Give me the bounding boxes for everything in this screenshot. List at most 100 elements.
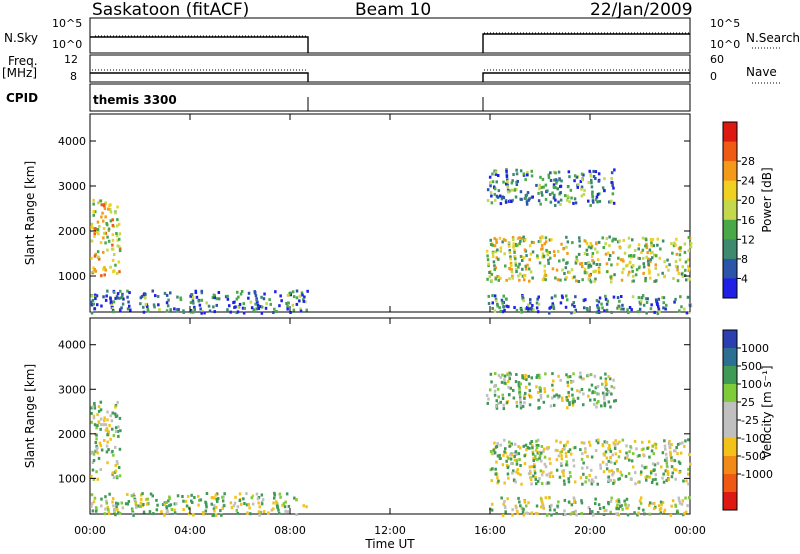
- echo-cell: [515, 400, 518, 404]
- echo-cell: [91, 405, 95, 409]
- echo-cell: [255, 298, 258, 302]
- echo-cell: [567, 394, 571, 398]
- echo-cell: [634, 249, 637, 252]
- echo-cell: [552, 196, 556, 200]
- echo-cell: [595, 401, 599, 405]
- echo-cell: [240, 290, 244, 293]
- echo-cell: [493, 294, 497, 298]
- echo-cell: [576, 389, 579, 393]
- echo-cell: [517, 381, 521, 385]
- echo-cell: [627, 311, 630, 315]
- echo-cell: [631, 295, 635, 299]
- echo-cell: [103, 416, 106, 420]
- echo-cell: [191, 299, 195, 303]
- echo-cell: [529, 252, 533, 256]
- echo-cell: [583, 252, 587, 256]
- echo-cell: [90, 474, 93, 478]
- echo-cell: [608, 254, 612, 257]
- echo-cell: [99, 408, 103, 412]
- echo-cell: [540, 186, 543, 189]
- echo-cell: [94, 269, 98, 273]
- echo-cell: [536, 451, 540, 455]
- echo-cell: [187, 512, 191, 516]
- echo-cell: [140, 493, 143, 497]
- echo-cell: [245, 503, 249, 507]
- echo-cell: [504, 297, 508, 301]
- echo-cell: [493, 244, 497, 248]
- echo-cell: [653, 310, 656, 314]
- echo-cell: [524, 307, 528, 311]
- echo-cell: [504, 264, 507, 268]
- echo-cell: [615, 512, 618, 516]
- echo-cell: [199, 498, 203, 502]
- echo-cell: [539, 396, 543, 400]
- echo-cell: [90, 411, 93, 415]
- echo-cell: [194, 289, 197, 293]
- echo-cell: [657, 273, 660, 277]
- echo-cell: [96, 303, 99, 307]
- echo-cell: [679, 249, 682, 253]
- echo-cell: [594, 386, 598, 390]
- colorbar-swatch: [723, 219, 737, 240]
- echo-cell: [687, 482, 690, 486]
- echo-cell: [558, 178, 561, 182]
- echo-cell: [238, 492, 242, 496]
- echo-cell: [676, 279, 680, 283]
- echo-cell: [576, 396, 580, 400]
- echo-cell: [577, 252, 581, 256]
- echo-cell: [583, 441, 586, 445]
- echo-cell: [538, 454, 542, 458]
- echo-cell: [509, 386, 512, 390]
- echo-cell: [683, 511, 686, 515]
- echo-cell: [100, 497, 103, 501]
- echo-cell: [581, 452, 584, 456]
- echo-cell: [551, 191, 554, 195]
- echo-cell: [658, 508, 662, 511]
- echo-cell: [511, 198, 514, 202]
- echo-cell: [506, 380, 510, 383]
- echo-cell: [493, 192, 496, 196]
- echo-cell: [594, 198, 598, 202]
- echo-cell: [100, 304, 103, 308]
- echo-cell: [674, 264, 678, 268]
- echo-cell: [494, 170, 498, 174]
- echo-cell: [547, 173, 550, 177]
- echo-cell: [504, 506, 507, 510]
- echo-cell: [522, 513, 526, 517]
- echo-cell: [663, 275, 666, 279]
- echo-cell: [539, 393, 543, 397]
- echo-cell: [107, 207, 110, 211]
- echo-cell: [496, 257, 500, 261]
- echo-cell: [571, 393, 574, 397]
- echo-cell: [646, 297, 649, 301]
- echo-cell: [589, 264, 593, 268]
- echo-cell: [587, 394, 590, 398]
- echo-cell: [115, 460, 119, 463]
- echo-cell: [531, 195, 534, 199]
- echo-cell: [239, 292, 243, 296]
- echo-cell: [531, 444, 534, 448]
- echo-cell: [592, 270, 595, 274]
- echo-cell: [96, 451, 99, 455]
- echo-cell: [564, 305, 568, 309]
- echo-cell: [226, 308, 229, 312]
- echo-cell: [564, 266, 568, 270]
- echo-cell: [587, 506, 591, 510]
- echo-cell: [212, 507, 216, 511]
- echo-cell: [492, 260, 496, 264]
- echo-cell: [538, 456, 541, 460]
- echo-cell: [676, 452, 679, 456]
- echo-cell: [662, 480, 666, 484]
- echo-cell: [176, 494, 180, 498]
- echo-cell: [679, 451, 683, 455]
- echo-cell: [670, 458, 673, 462]
- echo-cell: [538, 261, 542, 265]
- echo-cell: [295, 302, 299, 306]
- echo-cell: [583, 188, 586, 192]
- echo-cell: [617, 507, 620, 511]
- echo-cell: [288, 292, 291, 296]
- echo-cell: [638, 499, 642, 503]
- colorbar-tick-label: 28: [741, 155, 755, 168]
- echo-cell: [565, 396, 568, 399]
